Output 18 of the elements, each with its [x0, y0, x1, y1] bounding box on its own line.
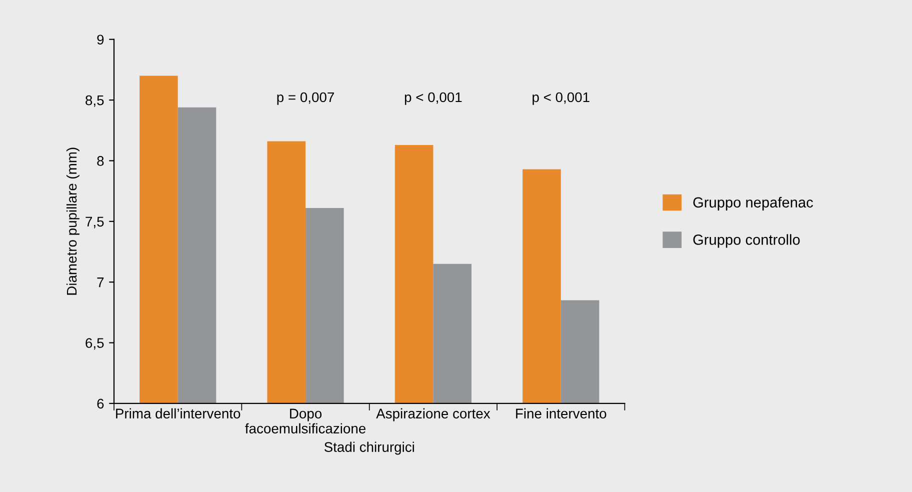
x-tick-label: Aspirazione cortex — [376, 408, 490, 422]
y-tick-label: 9 — [97, 34, 104, 45]
y-tick-label: 8,5 — [86, 95, 104, 107]
annotation: p < 0,001 — [404, 92, 462, 105]
annotation: p < 0,001 — [532, 92, 590, 105]
x-tick-label: Prima dell’intervento — [116, 408, 240, 419]
x-tick-label: Dopo facoemulsificazione — [245, 408, 366, 434]
legend-label: Gruppo controllo — [693, 234, 800, 248]
y-axis-title: Diametro pupillare (mm) — [66, 148, 80, 295]
y-tick-label: 7,5 — [86, 216, 104, 228]
y-tick-label: 8 — [97, 156, 104, 166]
annotation: p = 0,007 — [277, 92, 334, 105]
legend-label: Gruppo nepafenac — [693, 196, 813, 210]
x-axis-title: Stadi chirurgici — [324, 442, 414, 455]
x-tick-label: Fine intervento — [516, 408, 606, 419]
y-tick-label: 7 — [97, 278, 104, 288]
y-tick-label: 6,5 — [86, 338, 104, 350]
y-tick-label: 6 — [97, 398, 104, 409]
